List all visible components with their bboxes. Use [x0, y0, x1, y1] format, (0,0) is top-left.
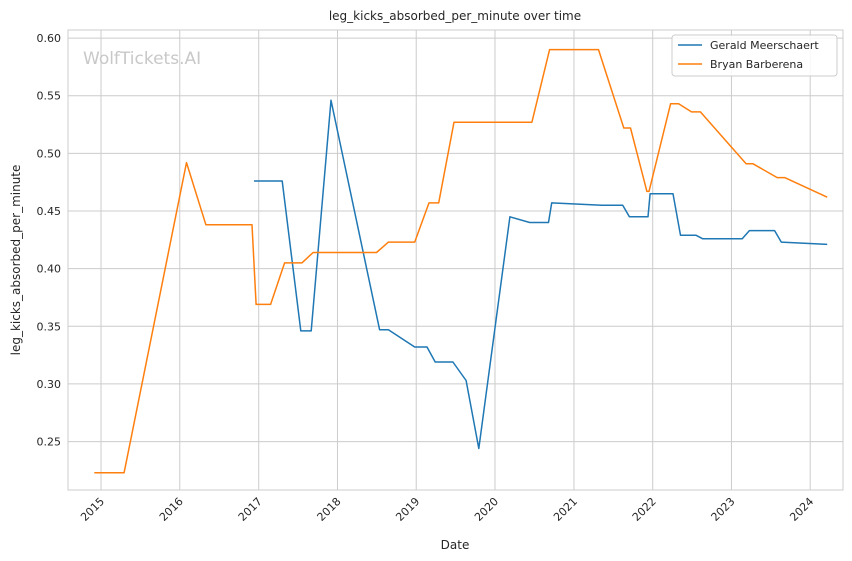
y-tick-label: 0.25	[37, 436, 62, 449]
y-gridlines	[68, 37, 843, 443]
x-axis-label: Date	[441, 538, 470, 552]
chart-title: leg_kicks_absorbed_per_minute over time	[329, 9, 581, 23]
legend: Gerald Meerschaert Bryan Barberena	[671, 34, 838, 77]
y-tick-label: 0.50	[37, 147, 62, 160]
plot-frame	[67, 29, 844, 491]
y-tick-label: 0.35	[37, 320, 62, 333]
x-gridlines	[100, 30, 811, 490]
series-lines	[94, 48, 828, 474]
plot-area	[68, 30, 843, 490]
y-tick-label: 0.40	[37, 263, 62, 276]
y-tick-labels: 0.25 0.30 0.35 0.40 0.45 0.50 0.55 0.60	[37, 32, 62, 449]
y-axis-label: leg_kicks_absorbed_per_minute	[9, 165, 23, 356]
y-tick-label: 0.60	[37, 32, 62, 45]
y-tick-label: 0.55	[37, 90, 62, 103]
legend-box	[671, 34, 838, 77]
series-line-2	[94, 48, 828, 474]
legend-label: Gerald Meerschaert	[710, 39, 819, 52]
y-tick-label: 0.30	[37, 378, 62, 391]
series-line-1	[254, 99, 828, 450]
y-tick-label: 0.45	[37, 205, 62, 218]
watermark-text: WolfTickets.AI	[83, 49, 201, 69]
legend-label: Bryan Barberena	[710, 58, 803, 71]
